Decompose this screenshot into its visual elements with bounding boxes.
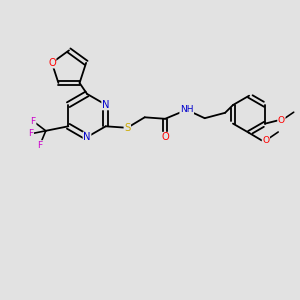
Text: O: O	[262, 136, 269, 145]
Text: F: F	[31, 117, 36, 126]
Text: O: O	[278, 116, 285, 125]
Text: N: N	[83, 132, 91, 142]
Text: N: N	[102, 100, 110, 110]
Text: NH: NH	[180, 105, 194, 114]
Text: O: O	[48, 58, 56, 68]
Text: S: S	[124, 123, 130, 133]
Text: F: F	[28, 129, 33, 138]
Text: O: O	[161, 132, 169, 142]
Text: F: F	[37, 141, 42, 150]
